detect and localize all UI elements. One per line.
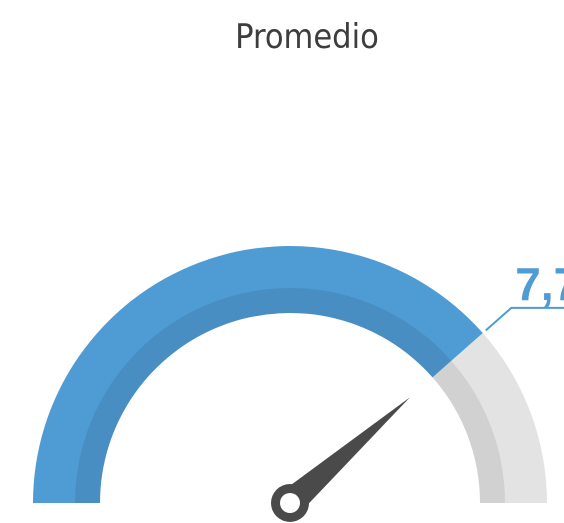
gauge-track-inner (432, 360, 505, 503)
chart-title: Promedio (235, 17, 379, 57)
value-leader (485, 306, 564, 332)
value-label: 7,7 (515, 258, 564, 310)
needle (280, 397, 411, 514)
gauge-value-inner (75, 288, 452, 503)
needle-hub-center (280, 493, 300, 513)
gauge-value (33, 245, 483, 503)
gauge-track (432, 333, 547, 503)
